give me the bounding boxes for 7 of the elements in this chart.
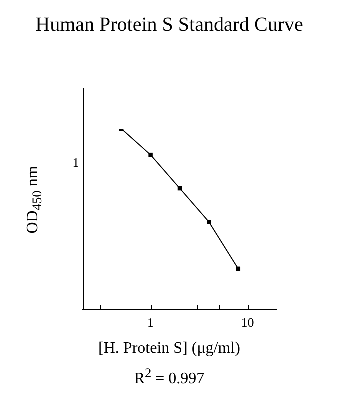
x-axis-title: [H. Protein S] (μg/ml) — [98, 340, 242, 358]
chart-title: Human Protein S Standard Curve — [34, 14, 304, 37]
text: 1 — [72, 155, 80, 171]
text: R$^{2}$ = 0.997 — [134, 365, 205, 389]
point — [207, 220, 212, 224]
point — [148, 152, 153, 158]
x-tick-label: 10 — [241, 315, 254, 330]
